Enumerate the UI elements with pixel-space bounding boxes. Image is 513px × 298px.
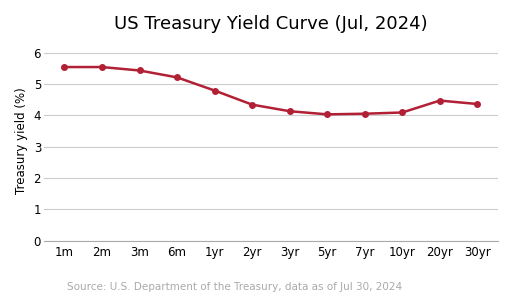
Title: US Treasury Yield Curve (Jul, 2024): US Treasury Yield Curve (Jul, 2024) [114,15,428,33]
Y-axis label: Treasury yield (%): Treasury yield (%) [15,87,28,194]
Text: Source: U.S. Department of the Treasury, data as of Jul 30, 2024: Source: U.S. Department of the Treasury,… [67,282,402,292]
